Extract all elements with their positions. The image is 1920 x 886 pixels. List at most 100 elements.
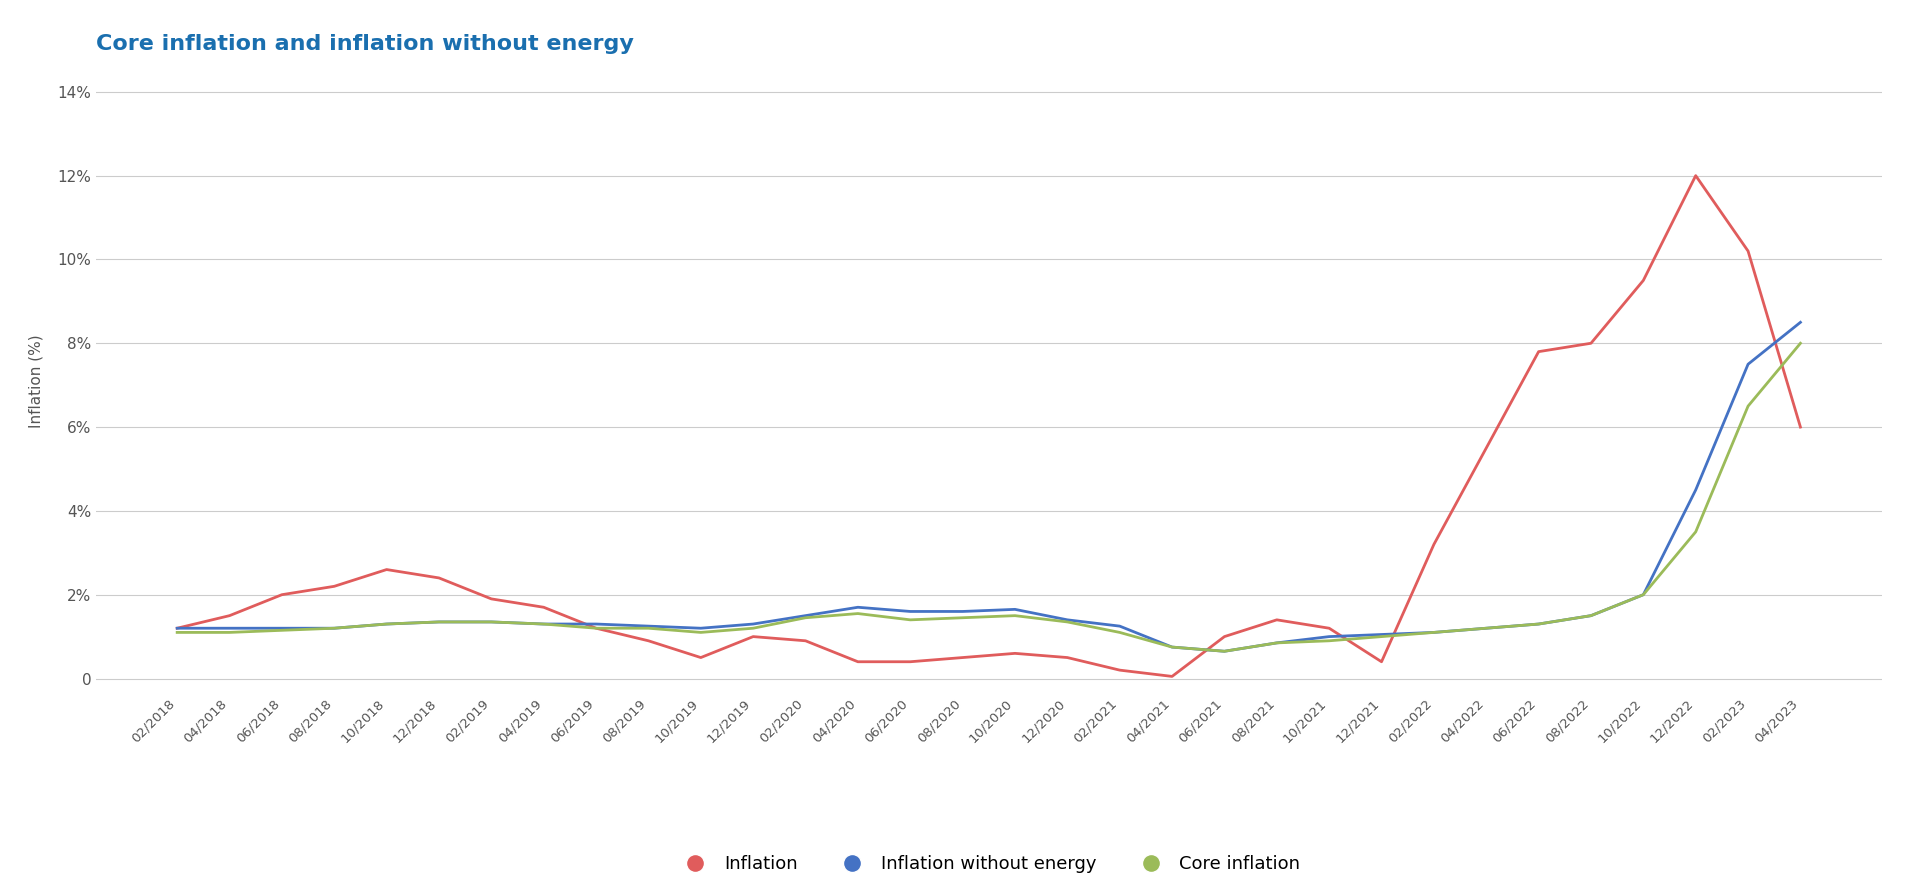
Inflation without energy <box>795 610 818 621</box>
Inflation without energy <box>950 606 973 617</box>
Core inflation <box>271 625 294 635</box>
Inflation without energy <box>1736 359 1759 369</box>
Core inflation <box>1004 610 1027 621</box>
Core inflation <box>847 609 870 619</box>
Inflation without energy <box>1108 621 1131 632</box>
Core inflation <box>532 618 555 629</box>
Inflation <box>323 581 346 592</box>
Inflation without energy <box>689 623 712 633</box>
Core inflation <box>1632 589 1655 600</box>
Inflation without energy <box>1475 623 1498 633</box>
Inflation <box>950 652 973 663</box>
Inflation without energy <box>1789 317 1812 328</box>
Inflation without energy <box>637 621 660 632</box>
Core inflation <box>374 618 397 629</box>
Core inflation <box>637 623 660 633</box>
Inflation <box>637 635 660 646</box>
Text: Core inflation and inflation without energy: Core inflation and inflation without ene… <box>96 34 634 54</box>
Inflation without energy <box>271 623 294 633</box>
Inflation without energy <box>1160 641 1183 652</box>
Core inflation <box>1736 400 1759 411</box>
Inflation <box>480 594 503 604</box>
Inflation without energy <box>219 623 242 633</box>
Inflation <box>1160 671 1183 681</box>
Inflation without energy <box>1056 615 1079 626</box>
Inflation <box>1789 422 1812 432</box>
Inflation <box>1580 338 1603 348</box>
Inflation <box>1213 632 1236 642</box>
Core inflation <box>1580 610 1603 621</box>
Inflation <box>219 610 242 621</box>
Inflation <box>1004 648 1027 658</box>
Inflation <box>271 589 294 600</box>
Inflation <box>1475 443 1498 454</box>
Line: Inflation: Inflation <box>177 175 1801 676</box>
Core inflation <box>1475 623 1498 633</box>
Inflation without energy <box>1632 589 1655 600</box>
Inflation <box>847 657 870 667</box>
Core inflation <box>1684 526 1707 537</box>
Inflation without energy <box>899 606 922 617</box>
Inflation without energy <box>1317 632 1340 642</box>
Inflation <box>1108 664 1131 675</box>
Inflation <box>1265 615 1288 626</box>
Core inflation <box>584 623 607 633</box>
Inflation <box>1632 275 1655 285</box>
Inflation without energy <box>1423 627 1446 638</box>
Inflation without energy <box>480 617 503 627</box>
Inflation <box>532 602 555 612</box>
Core inflation <box>795 612 818 623</box>
Inflation <box>1684 170 1707 181</box>
Inflation without energy <box>323 623 346 633</box>
Inflation <box>899 657 922 667</box>
Core inflation <box>1789 338 1812 348</box>
Inflation without energy <box>374 618 397 629</box>
Core inflation <box>480 617 503 627</box>
Inflation <box>689 652 712 663</box>
Inflation <box>1056 652 1079 663</box>
Inflation without energy <box>741 618 764 629</box>
Inflation without energy <box>1265 638 1288 649</box>
Y-axis label: Inflation (%): Inflation (%) <box>29 334 44 428</box>
Line: Inflation without energy: Inflation without energy <box>177 323 1801 651</box>
Core inflation <box>1317 635 1340 646</box>
Core inflation <box>323 623 346 633</box>
Inflation <box>1423 539 1446 549</box>
Core inflation <box>219 627 242 638</box>
Inflation <box>1317 623 1340 633</box>
Inflation <box>1371 657 1394 667</box>
Inflation without energy <box>584 618 607 629</box>
Inflation without energy <box>1684 485 1707 495</box>
Core inflation <box>1526 618 1549 629</box>
Inflation <box>584 623 607 633</box>
Inflation <box>795 635 818 646</box>
Inflation <box>1526 346 1549 357</box>
Inflation without energy <box>532 618 555 629</box>
Core inflation <box>1213 646 1236 657</box>
Inflation <box>1736 245 1759 256</box>
Core inflation <box>1108 627 1131 638</box>
Core inflation <box>428 617 451 627</box>
Core inflation <box>165 627 188 638</box>
Core inflation <box>741 623 764 633</box>
Core inflation <box>1371 632 1394 642</box>
Inflation without energy <box>1213 646 1236 657</box>
Core inflation <box>899 615 922 626</box>
Line: Core inflation: Core inflation <box>177 343 1801 651</box>
Inflation <box>374 564 397 575</box>
Inflation <box>165 623 188 633</box>
Inflation without energy <box>1580 610 1603 621</box>
Core inflation <box>1423 627 1446 638</box>
Inflation without energy <box>1526 618 1549 629</box>
Inflation without energy <box>428 617 451 627</box>
Inflation without energy <box>847 602 870 612</box>
Inflation without energy <box>1371 629 1394 640</box>
Inflation <box>428 572 451 583</box>
Core inflation <box>1056 617 1079 627</box>
Inflation without energy <box>1004 604 1027 615</box>
Core inflation <box>950 612 973 623</box>
Core inflation <box>689 627 712 638</box>
Core inflation <box>1160 641 1183 652</box>
Core inflation <box>1265 638 1288 649</box>
Inflation without energy <box>165 623 188 633</box>
